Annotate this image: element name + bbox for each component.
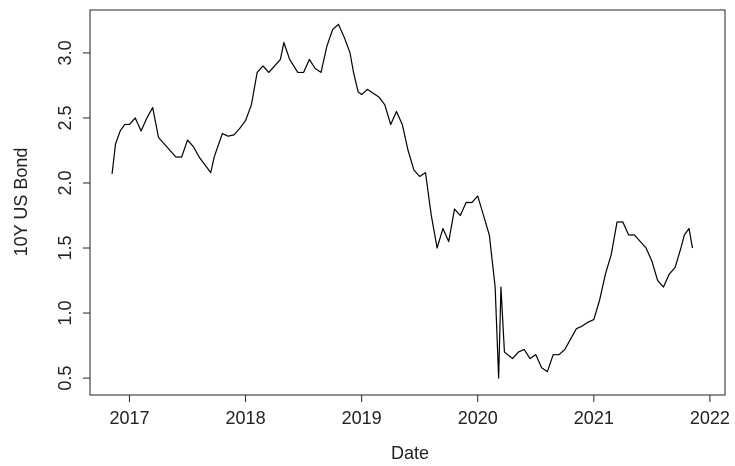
x-tick-label: 2018 [226, 408, 266, 428]
x-tick-label: 2022 [690, 408, 730, 428]
x-tick-label: 2017 [109, 408, 149, 428]
y-tick-label: 0.5 [55, 366, 75, 391]
y-tick-label: 2.5 [55, 105, 75, 130]
x-axis-label: Date [391, 443, 429, 463]
y-axis-label: 10Y US Bond [11, 148, 31, 257]
yield-line [111, 23, 694, 379]
y-tick-label: 2.0 [55, 170, 75, 195]
y-tick-label: 1.5 [55, 236, 75, 261]
y-tick-label: 3.0 [55, 40, 75, 65]
x-tick-label: 2019 [342, 408, 382, 428]
y-tick-label: 1.0 [55, 301, 75, 326]
x-tick-label: 2020 [458, 408, 498, 428]
x-tick-label: 2021 [574, 408, 614, 428]
plot-frame [89, 9, 726, 396]
